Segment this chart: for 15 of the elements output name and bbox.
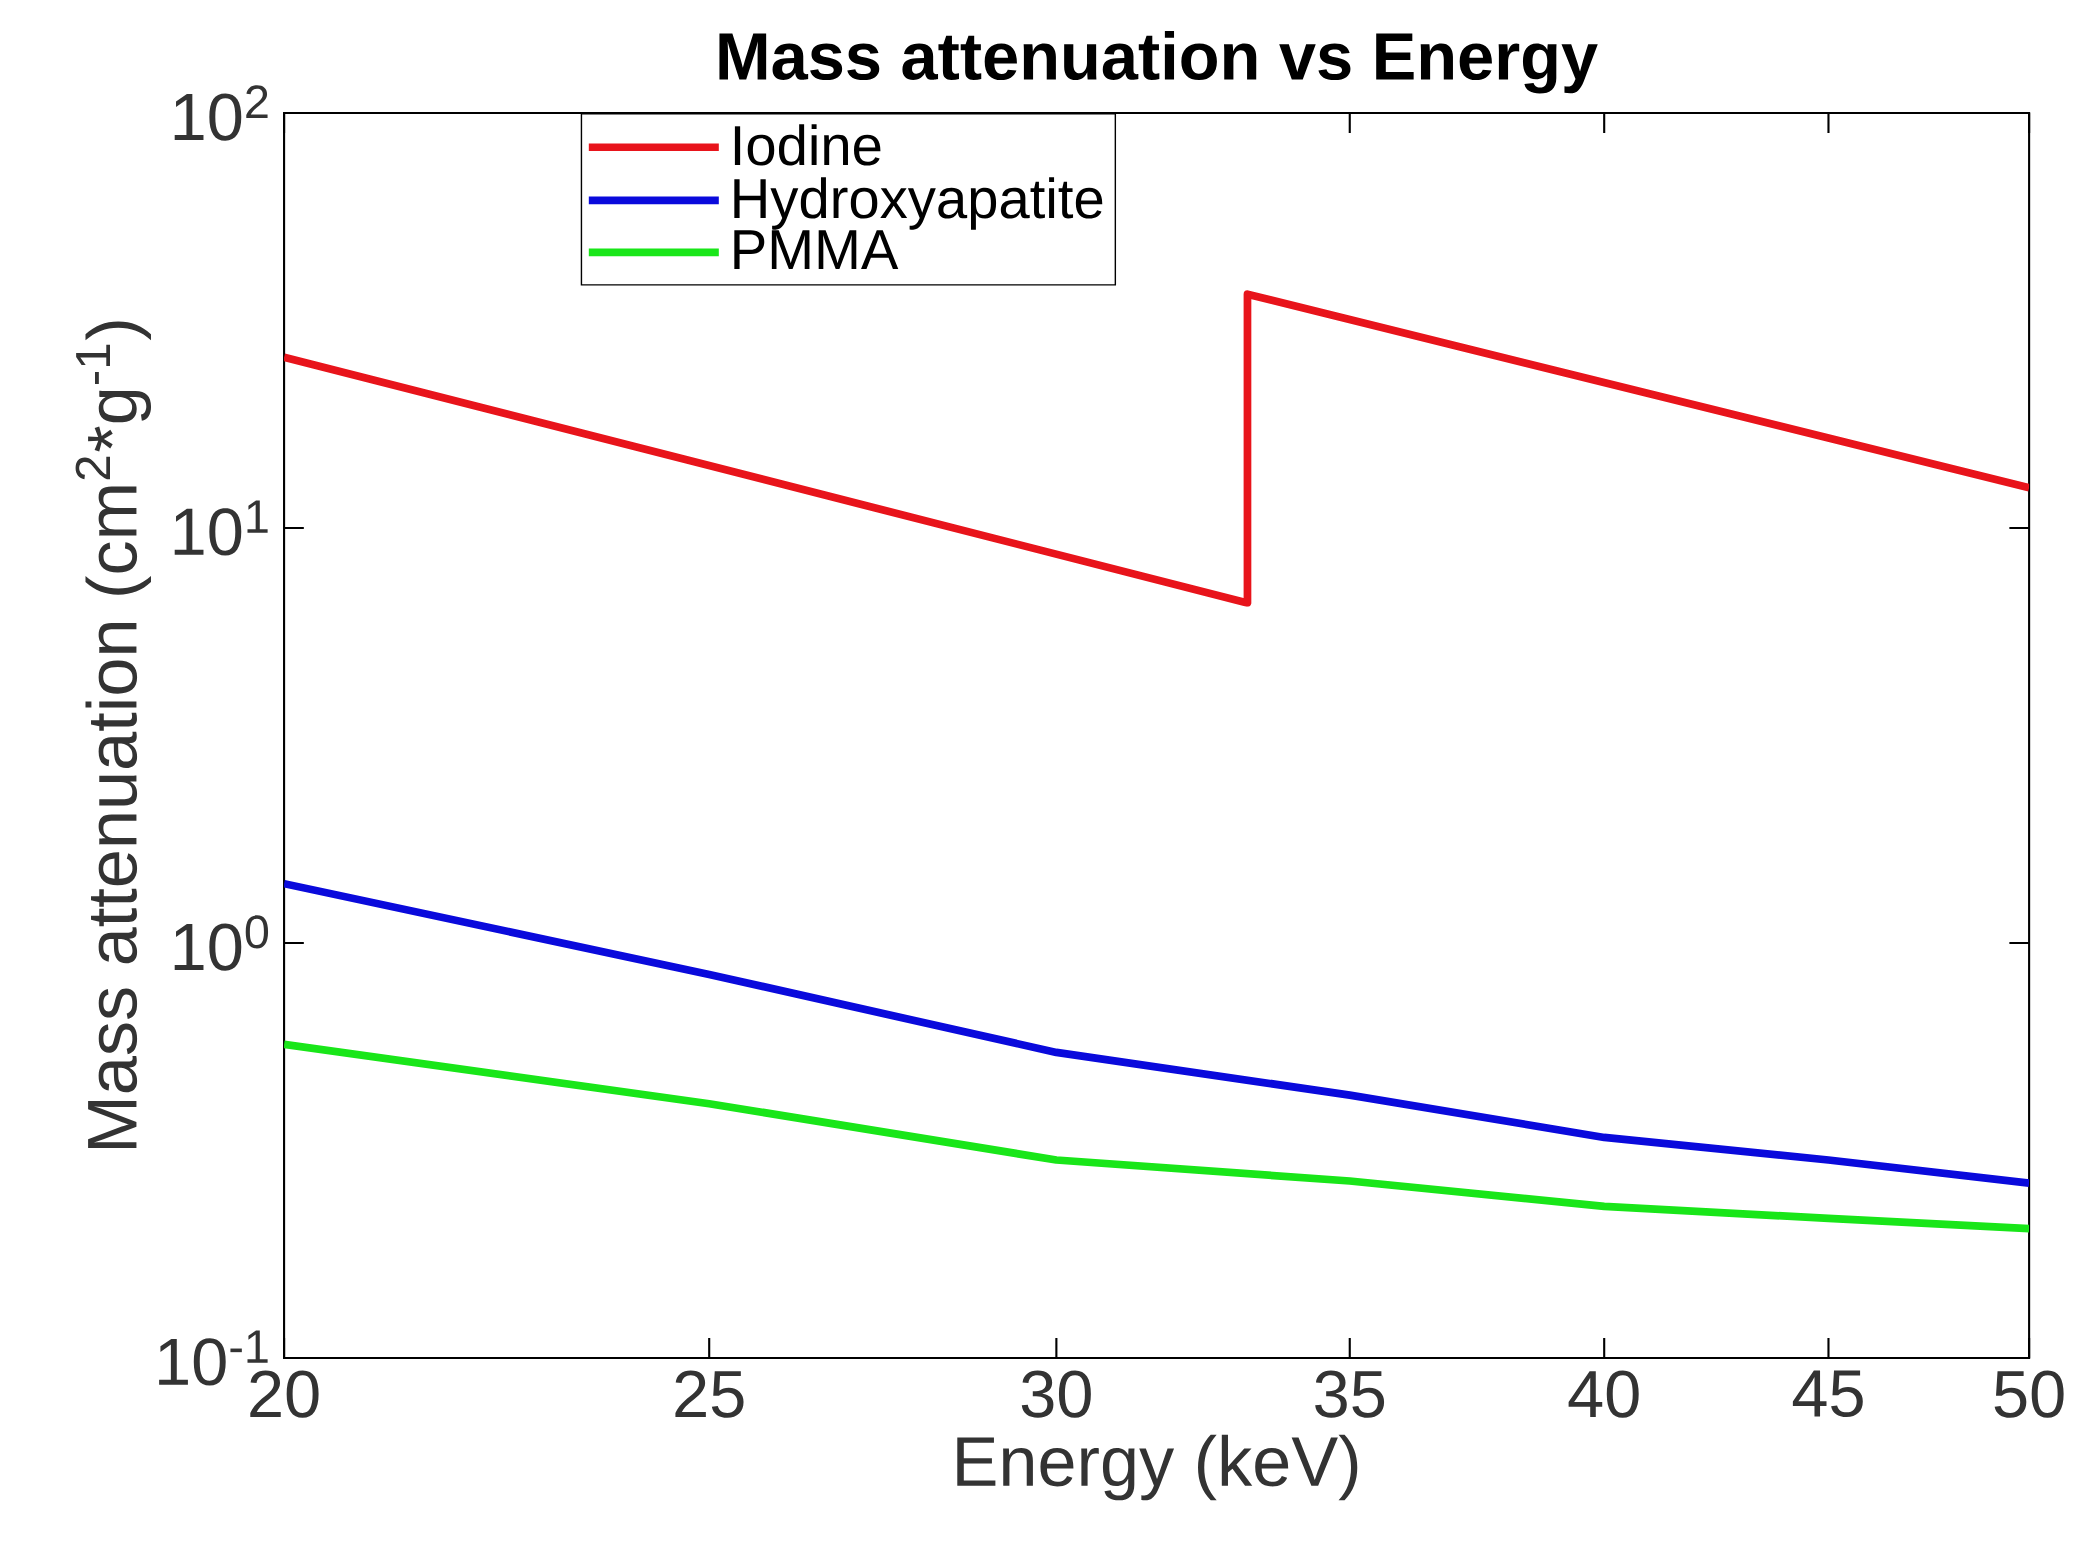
- x-tick-label: 30: [1021, 1370, 1091, 1418]
- legend-label: Hydroxyapatite: [734, 177, 1103, 230]
- x-tick-label: 45: [1792, 1370, 1863, 1418]
- x-tick-label: 50: [1994, 1370, 2064, 1418]
- x-tick-label: 40: [1568, 1370, 1639, 1418]
- y-tick-label: 10$^{1}$: [174, 500, 268, 556]
- y-tick-label: 10$^{2}$: [174, 85, 268, 141]
- x-tick-label: 35: [1315, 1370, 1385, 1418]
- y-tick-label: 10$^{0}$: [174, 915, 269, 971]
- chart-title: Mass attenuation vs Energy: [719, 31, 1598, 94]
- x-tick-label: 25: [675, 1370, 744, 1418]
- x-axis-title: Energy (keV): [957, 1434, 1358, 1501]
- legend-label: PMMA: [734, 230, 899, 270]
- legend-label: Iodine: [734, 124, 881, 166]
- y-axis-title: Mass attenuation (cm$^{2}$*g$^{-1}$): [75, 321, 152, 1148]
